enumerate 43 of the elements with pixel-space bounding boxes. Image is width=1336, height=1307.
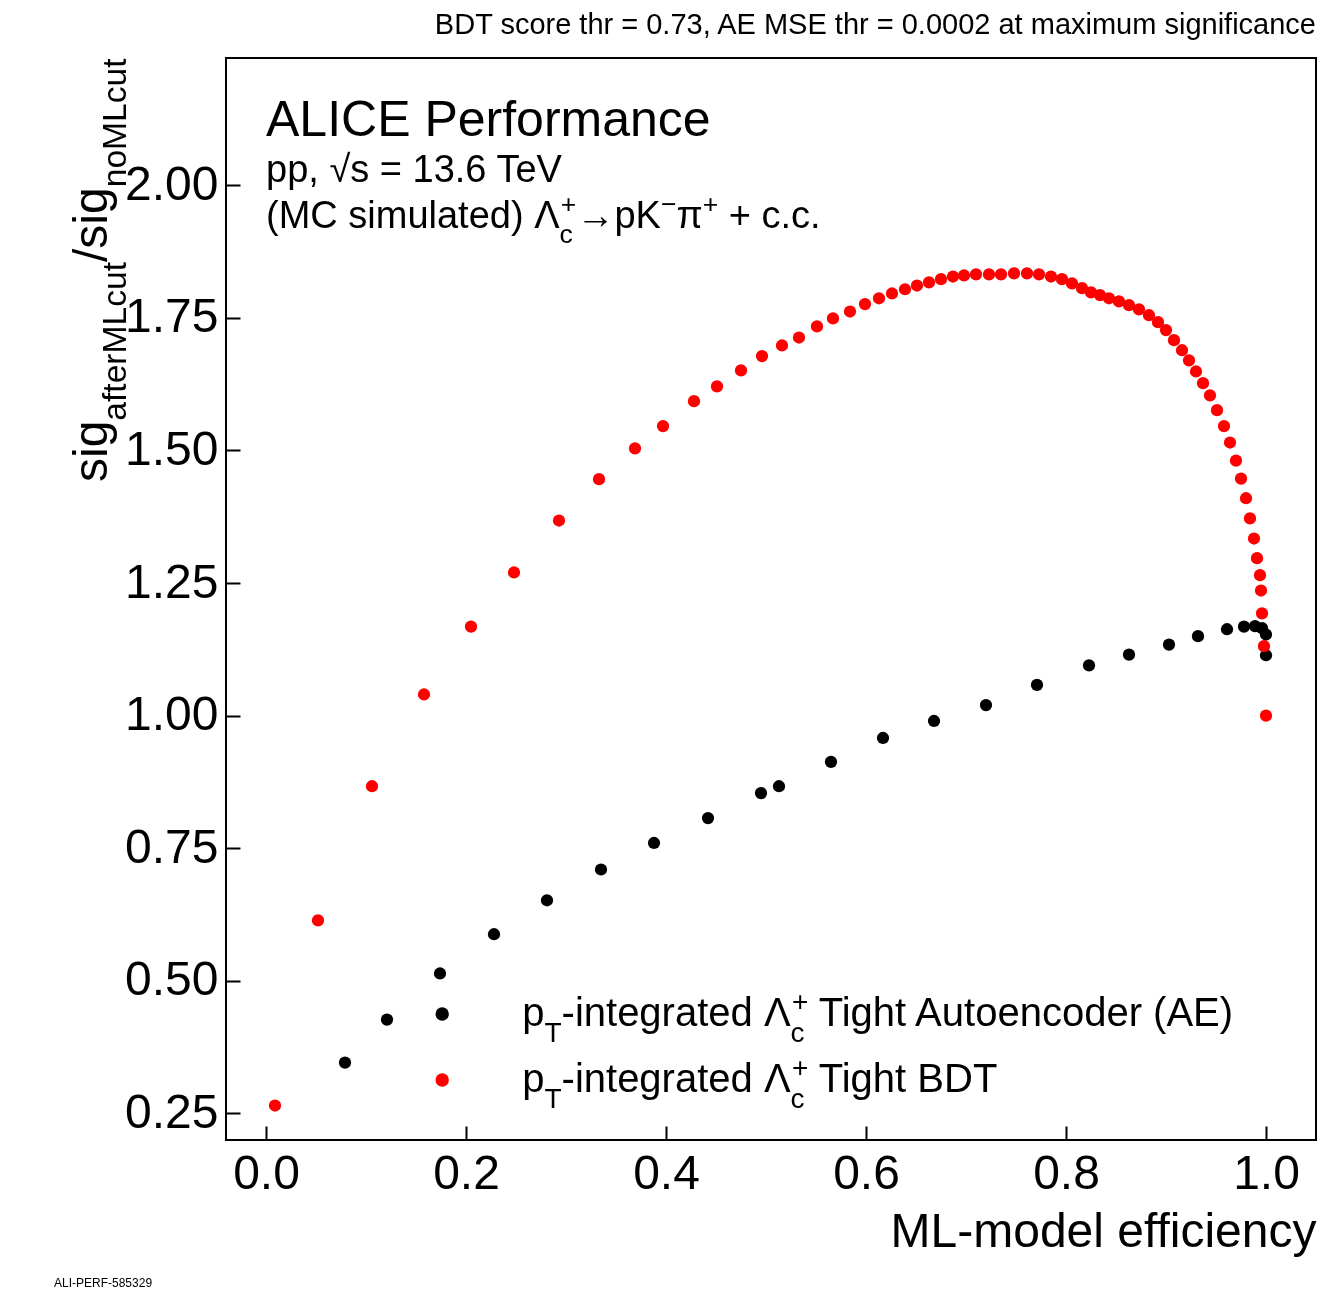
y-tick-label: 1.25 — [125, 554, 219, 608]
x-tick-label: 0.0 — [233, 1145, 300, 1199]
point — [487, 928, 501, 941]
point — [927, 714, 941, 728]
x-tick-label: 0.4 — [633, 1145, 700, 1199]
point — [1220, 623, 1234, 636]
text: ALI-PERF-585329 — [54, 1276, 153, 1290]
point — [1259, 628, 1273, 641]
y-tick-label: 0.75 — [125, 819, 219, 873]
text: BDT score thr = 0.73, AE MSE thr = 0.0002 at maximum significance — [434, 8, 1316, 40]
legend-label: p$_{T}$-integrated Λ$_{c}$$^{+}$ Tight Autoencoder (AE) — [522, 985, 1234, 1048]
point — [380, 1013, 394, 1026]
point — [594, 863, 608, 876]
point — [754, 787, 768, 800]
point — [1191, 630, 1205, 643]
point — [824, 755, 838, 768]
point — [647, 836, 661, 850]
point — [701, 811, 715, 825]
y-tick-label: 0.25 — [125, 1084, 219, 1138]
text: ALICE Performance — [266, 91, 711, 147]
x-tick-label: 0.6 — [833, 1145, 900, 1199]
x-tick-label: 1.0 — [1233, 1145, 1300, 1199]
y-tick-label: 2.00 — [125, 156, 219, 210]
legend-label: p$_{T}$-integrated Λ$_{c}$$^{+}$ Tight BDT — [522, 1051, 998, 1114]
y-tick-label: 1.75 — [125, 289, 219, 343]
y-tick-label: 1.00 — [125, 687, 219, 741]
text: pp, √s = 13.6 TeV — [266, 148, 563, 190]
point — [979, 698, 993, 712]
x-tick-label: 0.2 — [433, 1145, 500, 1199]
point — [1162, 638, 1176, 651]
point — [433, 967, 447, 980]
point — [772, 780, 786, 793]
point — [338, 1056, 352, 1069]
point — [1237, 620, 1251, 633]
point — [876, 731, 890, 745]
y-tick-label: 0.50 — [125, 952, 219, 1006]
x-axis-title: ML-model efficiency — [890, 1203, 1317, 1257]
point — [540, 894, 554, 907]
x-tick-label: 0.8 — [1033, 1145, 1100, 1199]
annotation: (MC simulated) Λ$_{c}$$^{+}$→pK$^{−}$π$^{+}$ + c.c. — [266, 189, 821, 249]
point — [1082, 659, 1096, 672]
point — [1122, 648, 1136, 661]
point — [1030, 678, 1044, 692]
